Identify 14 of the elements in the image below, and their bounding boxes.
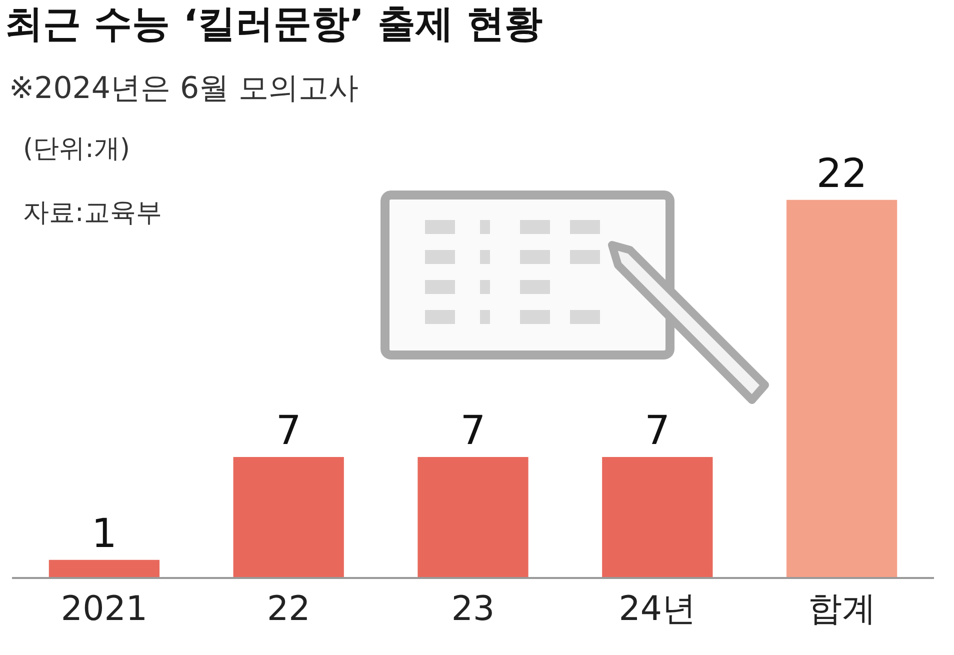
- data-label: 1: [91, 510, 117, 557]
- chart-title: 최근 수능 ‘킬러문항’ 출제 현황: [4, 1, 543, 46]
- data-label: 7: [460, 408, 486, 454]
- x-tick-label: 23: [451, 588, 495, 629]
- data-label: 22: [816, 150, 868, 197]
- data-label: 7: [276, 408, 302, 454]
- x-tick-label: 2021: [60, 588, 148, 629]
- x-tick-label: 합계: [808, 588, 876, 629]
- x-tick-label: 22: [266, 588, 310, 629]
- annotation: 자료:교육부: [23, 198, 162, 228]
- text: ※2024년은 6월 모의고사: [9, 71, 359, 106]
- text: (단위:개): [23, 134, 130, 164]
- data-label: 7: [644, 408, 670, 454]
- x-tick-label: 24년: [618, 588, 696, 629]
